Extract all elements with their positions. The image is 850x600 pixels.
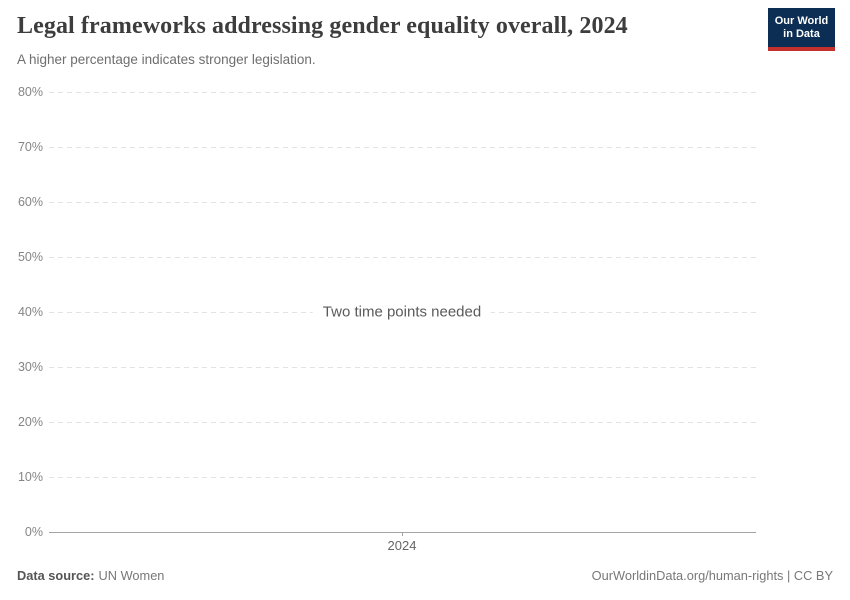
y-axis-tick-label: 30% — [17, 360, 43, 374]
data-source: Data source: UN Women — [17, 568, 164, 583]
y-gridline — [49, 477, 756, 478]
data-source-label: Data source: — [17, 568, 95, 583]
x-axis-tick-label: 2024 — [387, 538, 417, 553]
owid-logo-line2: in Data — [783, 27, 820, 40]
y-axis-tick-label: 70% — [17, 140, 43, 154]
x-axis-tick — [402, 532, 403, 536]
owid-logo[interactable]: Our World in Data — [768, 8, 835, 51]
y-gridline — [49, 257, 756, 258]
chart-message: Two time points needed — [312, 301, 492, 323]
y-axis-tick-label: 60% — [17, 195, 43, 209]
page-title: Legal frameworks addressing gender equal… — [17, 13, 628, 39]
y-gridline — [49, 147, 756, 148]
y-axis-tick-label: 0% — [24, 525, 43, 539]
y-axis-tick-label: 20% — [17, 415, 43, 429]
chart-subtitle: A higher percentage indicates stronger l… — [17, 52, 316, 67]
owid-logo-line1: Our World — [774, 14, 829, 27]
footer-attribution-link[interactable]: OurWorldinData.org/human-rights | CC BY — [591, 568, 833, 583]
y-axis-tick-label: 80% — [17, 85, 43, 99]
y-gridline — [49, 422, 756, 423]
y-gridline — [49, 202, 756, 203]
y-axis-tick-label: 10% — [17, 470, 43, 484]
y-gridline — [49, 367, 756, 368]
chart-footer: Data source: UN Women OurWorldinData.org/… — [17, 568, 833, 583]
y-axis-tick-label: 40% — [17, 305, 43, 319]
y-gridline — [49, 92, 756, 93]
data-source-value: UN Women — [98, 568, 165, 583]
y-axis-tick-label: 50% — [17, 250, 43, 264]
